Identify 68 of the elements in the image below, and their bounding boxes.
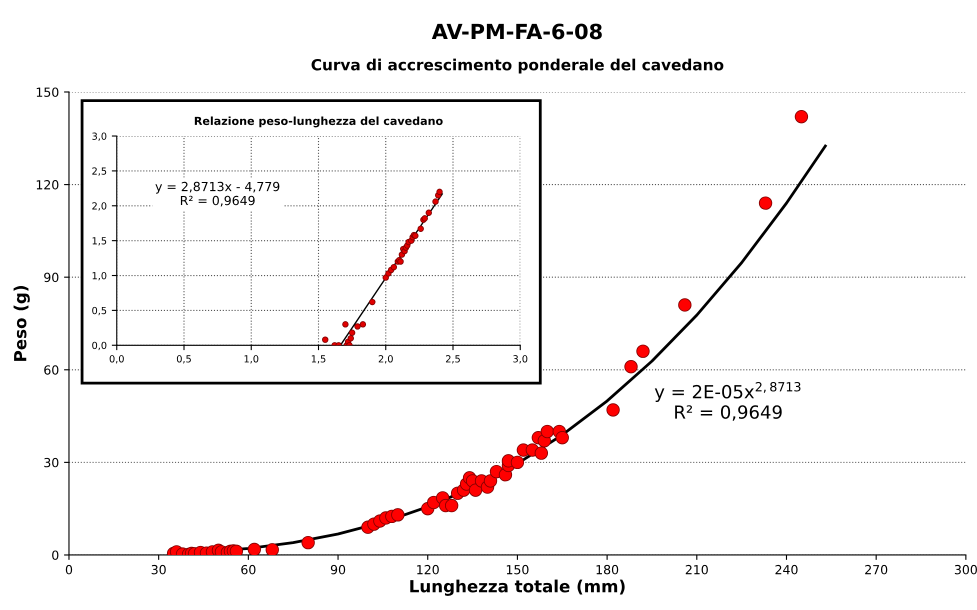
point — [510, 456, 524, 470]
y-tick-label: 0,5 — [92, 306, 106, 316]
point — [758, 196, 772, 210]
x-tick-label: 0,0 — [110, 355, 124, 364]
point — [540, 424, 554, 438]
point — [382, 274, 389, 281]
point — [301, 536, 315, 550]
point — [391, 508, 405, 522]
annotation: y = 2,8713x - 4,779 R² = 0,9649 — [155, 182, 280, 207]
y-tick-label: 120 — [36, 180, 58, 190]
x-tick-label: 240 — [775, 564, 798, 574]
point — [444, 498, 458, 512]
x-tick-label: 2,0 — [378, 355, 393, 364]
chart-title: AV-PM-FA-6-08 — [432, 24, 602, 40]
x-tick-label: 300 — [954, 564, 977, 574]
x-tick-label: 150 — [506, 564, 529, 574]
x-tick-label: 30 — [152, 564, 166, 574]
chart-subtitle: Curva di accrescimento ponderale del cavedano — [312, 58, 724, 74]
y-tick-label: 150 — [36, 87, 58, 97]
y-tick-label: 0,0 — [92, 342, 106, 350]
point — [248, 542, 262, 555]
y-axis-title: Peso (g) — [14, 286, 30, 361]
point — [484, 474, 498, 488]
annotation: y = 2E-05x$^{2,8713}$ R² = 0,9649 — [654, 382, 800, 421]
x-tick-label: 1,5 — [312, 355, 326, 364]
point — [432, 198, 439, 205]
y-tick-label: 0 — [52, 550, 58, 560]
x-axis-title: Lunghezza totale (mm) — [410, 580, 625, 596]
x-tick-label: 2,5 — [446, 355, 460, 364]
x-tick-label: 210 — [686, 564, 708, 574]
x-tick-label: 270 — [865, 564, 888, 574]
point — [678, 298, 692, 312]
x-tick-label: 180 — [596, 564, 618, 574]
chart-title: Relazione peso-lunghezza del cavedano — [194, 116, 443, 128]
y-tick-label: 30 — [44, 458, 58, 468]
x-tick-label: 120 — [417, 564, 439, 574]
y-tick-label: 3,0 — [92, 132, 106, 141]
point — [468, 483, 482, 497]
point — [348, 330, 356, 336]
point — [348, 335, 354, 342]
y-tick-label: 1,0 — [92, 272, 106, 280]
x-tick-label: 1,0 — [244, 355, 258, 364]
point — [322, 336, 328, 343]
point — [436, 188, 443, 196]
point — [418, 226, 424, 232]
x-tick-label: 0 — [66, 564, 72, 574]
point — [342, 321, 349, 328]
y-tick-label: 1,5 — [92, 237, 106, 246]
y-tick-label: 2,0 — [92, 202, 106, 211]
point — [624, 360, 638, 374]
x-tick-label: 90 — [330, 564, 346, 574]
point — [794, 110, 808, 124]
point — [606, 403, 620, 417]
point — [354, 323, 361, 330]
point — [426, 210, 432, 216]
point — [390, 264, 398, 270]
point — [369, 298, 376, 306]
x-tick-label: 60 — [241, 564, 256, 574]
y-tick-label: 90 — [44, 272, 58, 282]
point — [266, 543, 279, 555]
point — [556, 431, 569, 444]
x-tick-label: 0,5 — [176, 355, 191, 364]
x-tick-label: 3,0 — [513, 355, 528, 364]
point — [636, 344, 650, 358]
point — [360, 321, 366, 328]
y-tick-label: 60 — [44, 365, 58, 375]
point — [534, 446, 548, 460]
y-tick-label: 2,5 — [92, 167, 106, 176]
